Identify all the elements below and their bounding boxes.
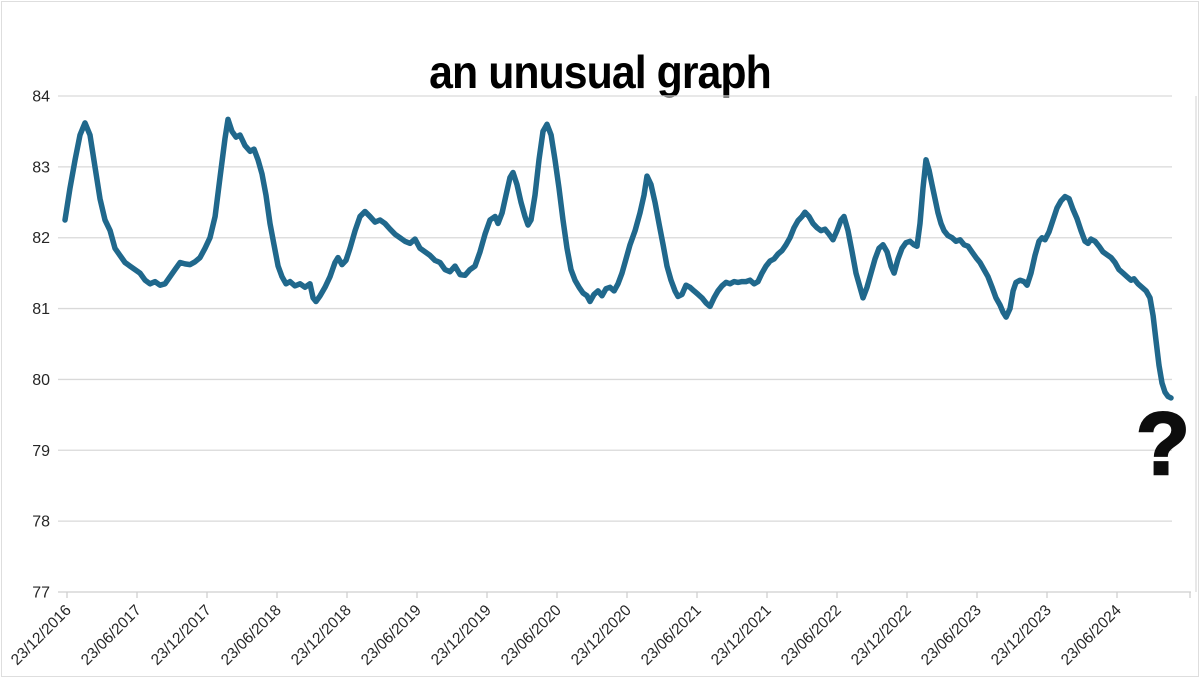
y-axis-label: 84 bbox=[32, 89, 50, 106]
page-title: an unusual graph bbox=[429, 45, 772, 98]
x-axis-label: 23/06/2017 bbox=[78, 602, 145, 669]
x-axis-label: 23/06/2021 bbox=[638, 602, 705, 669]
x-axis-label: 23/06/2023 bbox=[918, 602, 985, 669]
x-axis-label: 23/12/2022 bbox=[848, 602, 915, 669]
y-axis-label: 80 bbox=[32, 372, 50, 389]
y-axis-label: 82 bbox=[32, 230, 50, 247]
x-axis-label: 23/06/2019 bbox=[358, 602, 425, 669]
x-axis-label: 23/12/2016 bbox=[8, 602, 75, 669]
y-axis-label: 79 bbox=[32, 443, 50, 460]
x-axis-label: 23/06/2022 bbox=[778, 602, 845, 669]
trend-line bbox=[62, 116, 1174, 401]
y-axis-label: 81 bbox=[32, 301, 50, 318]
x-axis-label: 23/06/2018 bbox=[218, 602, 285, 669]
x-axis-label: 23/06/2024 bbox=[1058, 602, 1125, 669]
x-axis-label: 23/12/2023 bbox=[988, 602, 1055, 669]
x-axis-label: 23/12/2020 bbox=[568, 602, 635, 669]
y-axis-label: 78 bbox=[32, 514, 50, 531]
x-axis-label: 23/12/2019 bbox=[428, 602, 495, 669]
y-axis-label: 83 bbox=[32, 159, 50, 176]
x-axis-label: 23/12/2017 bbox=[148, 602, 215, 669]
x-axis-label: 23/06/2020 bbox=[498, 602, 565, 669]
x-axis-label: 23/12/2018 bbox=[288, 602, 355, 669]
x-axis-label: 23/12/2021 bbox=[708, 602, 775, 669]
y-axis-label: 77 bbox=[32, 584, 50, 601]
question-mark-annotation: ? bbox=[1135, 394, 1191, 493]
